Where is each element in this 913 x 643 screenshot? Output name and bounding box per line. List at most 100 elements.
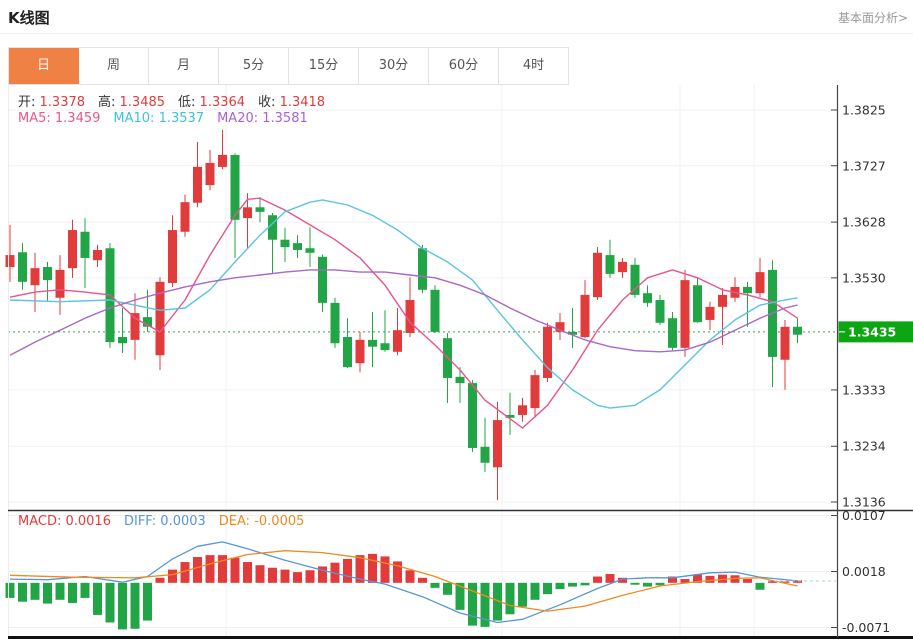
candle-body [393,330,402,352]
candle-body [118,337,127,344]
macd-bar [743,579,752,583]
macd-bar [30,582,40,600]
candle-body [93,249,102,261]
candle-body [543,326,552,378]
horizontal-gridlines [8,109,837,628]
candle-body [68,230,77,269]
period-tab-bar: 日周月 5分 15分 30分 60分 4时 [8,47,569,85]
dea-line [9,550,798,612]
ohlc-line-item-2: 低: 1.3364 [178,95,246,110]
tab-period-4[interactable]: 15分 [289,48,359,84]
candle-body [618,261,627,273]
macd-bar [555,582,565,590]
axis-tick-label: 0.0018 [842,564,886,579]
candle-body [430,289,440,332]
panel-borders [8,85,913,639]
macd-bar [293,572,302,583]
ma-line-item-1: MA10: 1.3537 [113,111,205,126]
candle-body [580,294,590,338]
tab-period-2[interactable]: 月 [149,48,219,84]
axis-tick-label: 1.3825 [842,103,886,118]
macd-bar [318,566,327,583]
tab-period-5[interactable]: 30分 [359,48,429,84]
axis-tick-label: 1.3234 [842,439,886,454]
tab-period-6[interactable]: 60分 [429,48,499,84]
macd-bar [130,582,140,629]
candle-body [193,166,202,203]
macd-bar [5,582,15,598]
candle-body [243,207,252,219]
macd-bar [380,556,390,583]
macd-bar [393,561,402,583]
header-divider [0,33,913,34]
macd-bar [55,582,65,600]
macd-bar [193,557,202,583]
macd-bar [630,582,640,585]
ohlc-line-item-1: 高: 1.3485 [98,95,166,110]
tab-period-0[interactable]: 日 [9,48,79,84]
candle-body [693,285,702,323]
candle-body [593,252,602,298]
macd-bar [568,582,577,587]
macd-bar [305,570,315,583]
candle-body [530,375,540,409]
macd-bar [793,580,802,583]
macd-bar [580,582,590,586]
candle-body [743,286,752,294]
macd-bar [368,553,377,583]
candle-body [405,300,415,334]
macd-bar [518,582,527,607]
candle-body [280,239,290,248]
macd-line-item-2: DEA: -0.0005 [218,514,305,529]
macd-bar [93,582,102,615]
candle-body [255,207,265,212]
axis-tick-label: 1.3136 [842,495,886,510]
macd-bar [280,569,290,583]
fundamental-analysis-link[interactable]: 基本面分析> [837,11,908,25]
candle-body [380,343,390,351]
macd-bar [80,582,90,598]
macd-bar [255,565,265,583]
tab-period-1[interactable]: 周 [79,48,149,84]
macd-bar [118,582,127,630]
ma10-line [9,199,798,409]
axis-tick-label: 1.3333 [842,382,886,397]
candle-body [518,405,527,415]
macd-bar [455,582,465,610]
macd-bar [105,582,115,623]
candle-body [55,269,65,298]
macd-bar [68,582,77,603]
candle-body [205,162,215,186]
candle-body [555,322,565,332]
macd-bar [505,582,515,615]
macd-bar [268,567,277,583]
candle-body [705,306,715,320]
macd-bar [493,582,502,621]
candle-body [630,264,640,295]
macd-bar [468,582,477,626]
ma-info-line: MA5: 1.3459 MA10: 1.3537 MA20: 1.3581 [18,111,321,126]
macd-bar [680,579,690,583]
macd-bar [668,576,677,583]
macd-line-item-1: DIFF: 0.0003 [123,514,206,529]
macd-bar [230,557,240,583]
macd-line-item-0: MACD: 0.0016 [18,514,111,529]
macd-bar [143,582,152,621]
macd-histogram [5,553,802,630]
candle-body [268,215,277,240]
ma-line-item-2: MA20: 1.3581 [217,111,308,126]
ohlc-line-item-3: 收: 1.3418 [258,95,326,110]
macd-bar [705,575,715,583]
page-title: K线图 [8,9,50,27]
macd-bar [530,582,540,600]
candle-body [330,302,340,344]
tab-period-7[interactable]: 4时 [499,48,568,84]
macd-bar [343,558,352,583]
macd-bar [543,582,552,595]
candle-body [293,243,302,250]
tab-period-3[interactable]: 5分 [219,48,289,84]
candle-body [318,256,327,303]
macd-bar [643,582,652,587]
